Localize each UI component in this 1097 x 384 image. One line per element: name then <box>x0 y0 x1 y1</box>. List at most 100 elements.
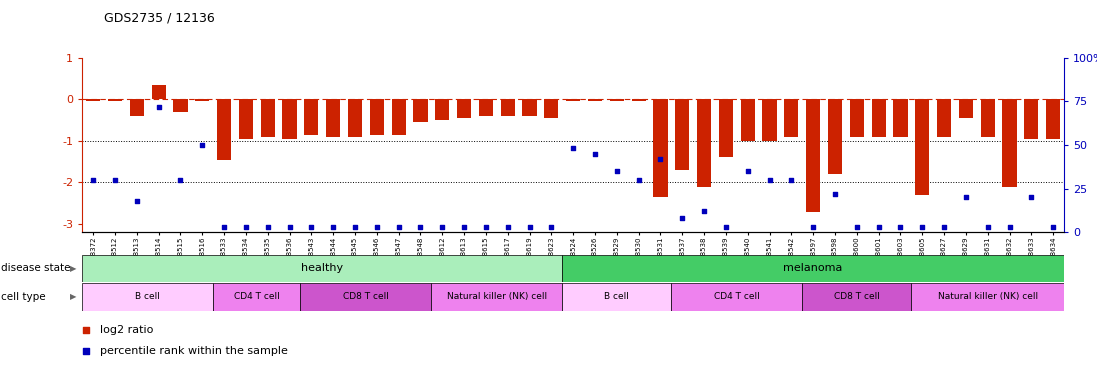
Bar <box>566 99 580 101</box>
Text: log2 ratio: log2 ratio <box>100 325 152 335</box>
Text: melanoma: melanoma <box>783 263 842 273</box>
Bar <box>392 99 406 134</box>
Bar <box>740 99 755 141</box>
Text: healthy: healthy <box>302 263 343 273</box>
Point <box>717 224 735 230</box>
Text: percentile rank within the sample: percentile rank within the sample <box>100 346 287 356</box>
Point <box>301 252 318 258</box>
FancyBboxPatch shape <box>301 283 431 311</box>
Bar <box>436 99 450 120</box>
FancyBboxPatch shape <box>82 283 213 311</box>
Bar <box>282 99 296 139</box>
Bar <box>915 99 929 195</box>
Point <box>389 224 407 230</box>
Bar <box>806 99 821 212</box>
FancyBboxPatch shape <box>802 283 912 311</box>
Bar <box>981 99 995 137</box>
Bar <box>151 84 166 99</box>
Bar <box>173 99 188 112</box>
Point <box>1022 194 1040 200</box>
Point <box>826 191 844 197</box>
Point <box>237 224 255 230</box>
Point <box>215 224 233 230</box>
Point <box>870 224 887 230</box>
FancyBboxPatch shape <box>563 283 671 311</box>
Point <box>804 224 822 230</box>
Bar <box>544 99 558 118</box>
Text: GDS2735 / 12136: GDS2735 / 12136 <box>104 12 215 25</box>
Bar <box>522 99 536 116</box>
Point <box>128 198 146 204</box>
Point <box>347 224 364 230</box>
Text: Natural killer (NK) cell: Natural killer (NK) cell <box>938 292 1038 301</box>
Point <box>150 103 168 109</box>
Point <box>957 194 974 200</box>
FancyBboxPatch shape <box>213 283 301 311</box>
Point <box>979 224 996 230</box>
Bar <box>632 99 646 101</box>
Bar <box>588 99 602 101</box>
Text: B cell: B cell <box>135 292 160 301</box>
Bar <box>500 99 514 116</box>
Point <box>84 177 102 183</box>
Point <box>433 224 451 230</box>
Point <box>301 60 318 66</box>
Bar <box>478 99 493 116</box>
Point <box>1044 224 1062 230</box>
Bar <box>675 99 689 170</box>
Bar <box>871 99 885 137</box>
Text: ▶: ▶ <box>70 264 77 273</box>
Bar <box>959 99 973 118</box>
Point <box>761 177 779 183</box>
Bar <box>828 99 842 174</box>
Point <box>586 151 603 157</box>
Bar <box>610 99 624 101</box>
Bar <box>239 99 253 139</box>
Bar <box>762 99 777 141</box>
Bar <box>304 99 318 134</box>
Text: CD8 T cell: CD8 T cell <box>343 292 388 301</box>
Bar <box>217 99 231 159</box>
Text: CD4 T cell: CD4 T cell <box>714 292 760 301</box>
Text: B cell: B cell <box>604 292 630 301</box>
Bar <box>129 99 144 116</box>
Bar <box>893 99 907 137</box>
Bar <box>261 99 275 137</box>
Bar <box>850 99 864 137</box>
Bar <box>697 99 711 187</box>
Point <box>695 208 713 214</box>
Point <box>608 168 625 174</box>
Text: CD4 T cell: CD4 T cell <box>234 292 280 301</box>
Point <box>281 224 298 230</box>
Bar <box>457 99 472 118</box>
Point <box>367 224 386 230</box>
Point <box>739 168 757 174</box>
Text: ▶: ▶ <box>70 292 77 301</box>
Point <box>630 177 647 183</box>
Bar <box>937 99 951 137</box>
Bar <box>1047 99 1061 139</box>
Bar <box>326 99 340 137</box>
Point <box>171 177 190 183</box>
FancyBboxPatch shape <box>82 255 563 282</box>
Bar <box>86 99 100 101</box>
Text: Natural killer (NK) cell: Natural killer (NK) cell <box>446 292 547 301</box>
Point <box>477 224 495 230</box>
Point <box>106 177 124 183</box>
Bar <box>370 99 384 134</box>
Point <box>193 142 211 148</box>
Bar <box>414 99 428 122</box>
Point <box>674 215 691 222</box>
Text: disease state: disease state <box>1 263 70 273</box>
Point <box>782 177 800 183</box>
Bar <box>719 99 733 157</box>
Point <box>1000 224 1018 230</box>
Bar <box>1003 99 1017 187</box>
Point <box>543 224 561 230</box>
Point <box>259 224 276 230</box>
FancyBboxPatch shape <box>671 283 802 311</box>
Bar <box>784 99 799 137</box>
Point <box>303 224 320 230</box>
Bar <box>1025 99 1039 139</box>
Point <box>325 224 342 230</box>
